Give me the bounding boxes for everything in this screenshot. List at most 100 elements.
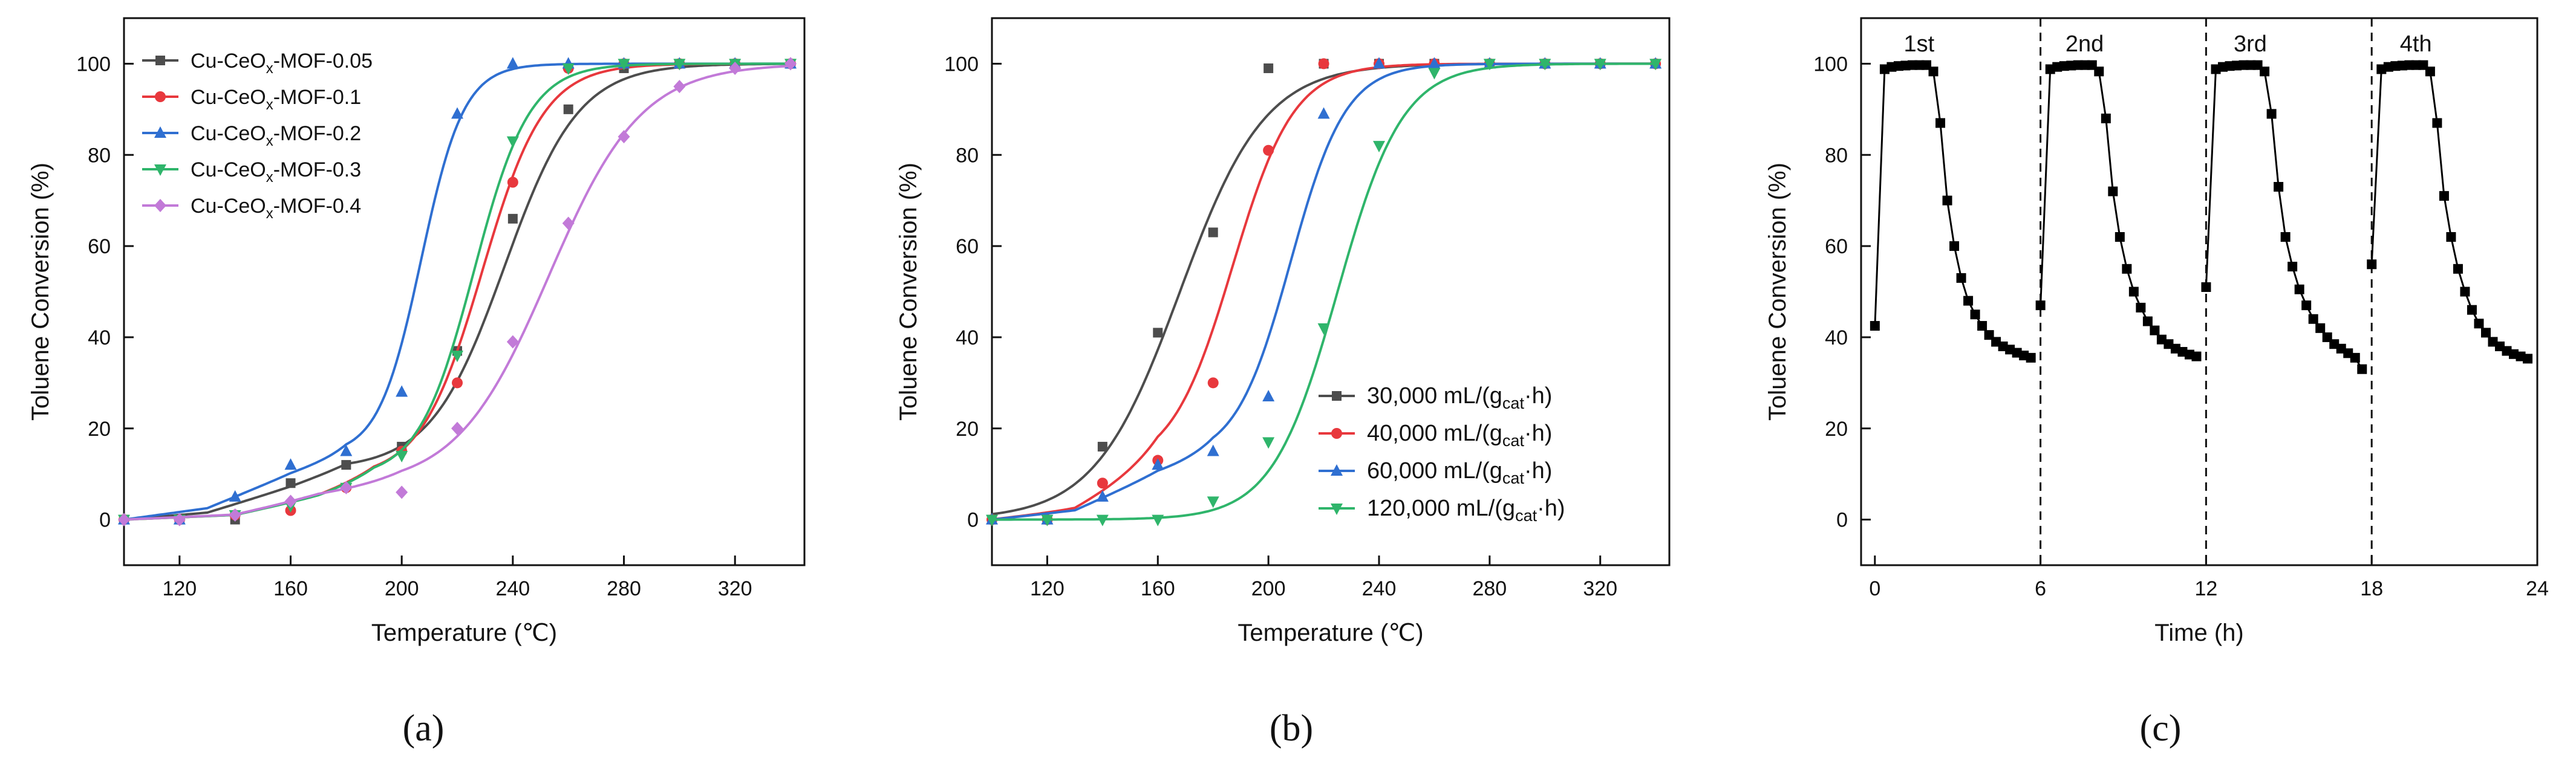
legend-marker [155,56,165,65]
x-tick-label: 18 [2360,577,2383,600]
legend-marker [154,126,166,138]
legend-marker [155,91,166,102]
data-point [2467,305,2477,315]
data-point [1373,141,1385,153]
data-point [2301,300,2312,311]
y-tick-label: 40 [1825,326,1848,349]
data-point [396,485,408,499]
data-point [1207,444,1219,456]
x-tick-label: 240 [495,577,530,600]
x-tick-label: 0 [1869,577,1880,600]
data-point [1483,59,1496,71]
x-axis-label: Temperature (℃) [1237,620,1423,646]
data-point [1208,227,1218,238]
data-point [284,494,297,508]
x-axis-label: Temperature (℃) [371,620,557,646]
data-point [729,61,742,75]
data-point [1870,321,1880,331]
data-point [673,59,686,71]
data-point [1207,377,1219,389]
x-tick-label: 120 [1030,577,1065,600]
legend-marker [1331,464,1343,476]
x-tick-label: 6 [2035,577,2046,600]
y-tick-label: 100 [1813,53,1848,76]
data-point [451,421,464,435]
data-point [2480,328,2491,338]
legend-label: Cu-CeOx-MOF-0.3 [191,158,361,186]
data-point [1949,241,1960,251]
x-tick-label: 280 [1472,577,1507,600]
data-point [2101,113,2111,123]
data-point [2523,354,2533,364]
data-point [1963,296,1974,306]
y-axis-label: Toluene Conversion (%) [1764,163,1791,421]
data-point [618,59,630,71]
data-point [2150,325,2160,335]
data-point [341,460,351,470]
y-tick-label: 20 [956,418,979,441]
data-point [2128,287,2139,297]
y-tick-label: 60 [1825,235,1848,258]
data-point [1928,66,1939,77]
data-point [173,513,186,526]
data-point [2367,259,2377,270]
data-point [507,177,518,188]
panel-caption-b: (b) [1270,708,1313,749]
legend-label: 120,000 mL/(gcat·h) [1367,496,1565,525]
data-point [396,451,408,462]
data-point [2357,364,2367,374]
data-point [1041,514,1054,526]
data-point [2115,232,2125,242]
y-tick-label: 80 [88,144,111,167]
data-point [2026,352,2036,363]
y-tick-label: 40 [88,326,111,349]
panel-caption-c: (c) [2140,708,2182,749]
series-line-b-2 [991,62,1656,521]
x-tick-label: 12 [2194,577,2217,600]
data-point [563,104,573,114]
data-point [284,458,297,470]
legend-marker [1331,504,1343,515]
data-point [2266,109,2277,119]
run-line-2 [2205,64,2363,370]
data-point [2446,232,2456,242]
y-tick-label: 0 [967,509,979,532]
data-point [451,107,464,119]
x-tick-label: 160 [1141,577,1175,600]
legend-label: 60,000 mL/(gcat·h) [1367,458,1552,487]
data-point [2287,262,2298,272]
run-label-2: 3rd [2234,31,2267,57]
run-line-3 [2370,64,2528,360]
data-point [285,478,296,488]
legend-a: Cu-CeOx-MOF-0.05 Cu-CeOx-MOF-0.1 Cu-CeOx-M… [142,50,373,222]
x-tick-label: 200 [385,577,419,600]
data-point [2350,352,2360,363]
series-line-b-1 [991,62,1656,521]
y-tick-label: 80 [1825,144,1848,167]
legend-marker [1331,428,1342,439]
legend-label: Cu-CeOx-MOF-0.2 [191,122,361,149]
data-point [1207,496,1219,508]
y-tick-label: 20 [1825,418,1848,441]
data-point [2094,66,2104,77]
y-tick-label: 100 [76,53,111,76]
data-point [2035,300,2046,311]
data-point [2460,287,2470,297]
plot-frame-a [123,17,806,566]
data-point [784,57,797,71]
y-tick-label: 100 [944,53,979,76]
series-line-b-3 [992,62,1656,521]
run-label-1: 2nd [2066,31,2104,57]
chart-b: 120 160 200 240 280 320 0 20 40 60 80 100 Temperatur… [895,17,1671,646]
chart-a: 120 160 200 240 280 320 0 20 40 60 80 100 Temperatur… [27,17,806,646]
panel-caption-a: (a) [403,708,445,749]
data-point [986,514,998,526]
data-point [2201,282,2211,292]
data-point [1956,273,1966,283]
y-tick-label: 80 [956,144,979,167]
data-point [1097,441,1107,452]
legend-label: 40,000 mL/(gcat·h) [1367,421,1552,450]
plot-frame-b [991,17,1671,566]
data-point [1096,490,1109,502]
data-point [452,377,463,389]
